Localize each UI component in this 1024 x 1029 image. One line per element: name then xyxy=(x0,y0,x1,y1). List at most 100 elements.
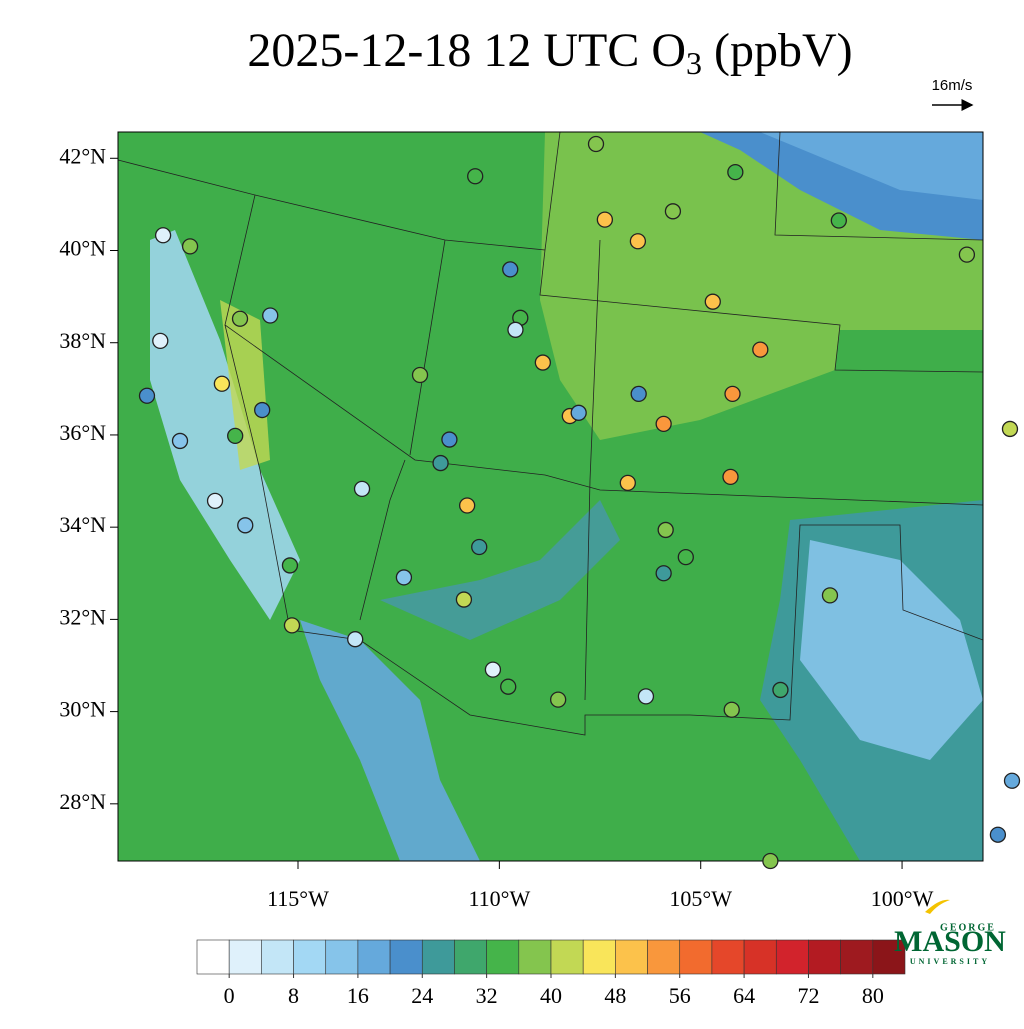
observation-site xyxy=(704,293,721,310)
colorbar-box xyxy=(261,939,294,975)
observation-site xyxy=(347,631,364,648)
observation-site xyxy=(500,678,517,695)
logo-text: UNIVERSITY xyxy=(910,957,990,966)
colorbar-box xyxy=(325,939,359,975)
colorbar-box xyxy=(486,939,520,975)
colorbar-label: 64 xyxy=(733,983,755,1008)
observation-site xyxy=(657,521,674,539)
observation-site xyxy=(772,681,789,699)
colorbar-box xyxy=(872,939,906,975)
reference-vector-label: 16m/s xyxy=(932,77,973,94)
observation-site xyxy=(227,427,244,445)
colorbar-box xyxy=(357,939,391,975)
observation-site xyxy=(619,474,636,492)
observation-site xyxy=(587,135,605,153)
observation-site xyxy=(471,538,488,556)
colorbar-box xyxy=(743,939,777,975)
observation-site xyxy=(502,261,519,278)
colorbar-label: 56 xyxy=(669,983,691,1008)
observation-site xyxy=(237,517,254,534)
colorbar-box xyxy=(679,939,713,975)
observation-site xyxy=(281,557,299,574)
observation-site xyxy=(570,404,587,421)
observation-site xyxy=(821,587,839,604)
title-text: (ppbV) xyxy=(702,24,853,77)
colorbar-box xyxy=(293,939,327,975)
colorbar-box xyxy=(775,939,809,975)
y-tick-label: 34°N xyxy=(59,512,106,537)
observation-site xyxy=(664,203,682,220)
observation-site xyxy=(395,569,413,586)
observation-site xyxy=(722,468,739,486)
observation-site xyxy=(484,661,502,678)
map-frame xyxy=(117,131,984,862)
colorbar-box xyxy=(389,939,423,975)
x-tick-label: 100°W xyxy=(871,886,934,911)
colorbar: 0 8 16 24 32 40 48 56 64 72 80 xyxy=(196,939,906,1008)
observation-site xyxy=(630,385,647,403)
gmu-logo: GEORGE MASON UNIVERSITY xyxy=(894,899,1006,966)
colorbar-box xyxy=(550,939,584,975)
colorbar-box xyxy=(518,939,552,975)
observation-site xyxy=(458,497,476,514)
observation-site xyxy=(411,366,429,384)
colorbar-box xyxy=(647,939,681,975)
colorbar-label: 16 xyxy=(347,983,369,1008)
x-tick-label: 115°W xyxy=(267,886,329,911)
observation-site xyxy=(206,492,224,510)
observation-site xyxy=(1003,772,1021,789)
observation-site xyxy=(455,591,473,608)
colorbar-box xyxy=(421,939,455,975)
colorbar-label: 32 xyxy=(476,983,498,1008)
observation-site xyxy=(432,454,449,472)
observation-site xyxy=(152,332,169,350)
observation-site xyxy=(467,168,484,185)
y-tick-label: 36°N xyxy=(59,420,106,445)
colorbar-box xyxy=(196,939,230,975)
observation-site xyxy=(958,246,976,263)
observation-site xyxy=(762,852,779,870)
colorbar-label: 40 xyxy=(540,983,562,1008)
y-tick-label: 40°N xyxy=(59,236,106,261)
observation-site xyxy=(154,227,172,244)
observation-site xyxy=(596,211,614,228)
x-tick-label: 105°W xyxy=(669,886,732,911)
colorbar-box xyxy=(615,939,648,975)
observation-site xyxy=(441,431,458,448)
title-text: 2025-12-18 12 UTC O xyxy=(247,24,686,77)
observation-site xyxy=(213,375,231,392)
observation-site xyxy=(724,385,741,403)
logo-text: GEORGE xyxy=(940,922,996,933)
colorbar-box xyxy=(454,939,487,975)
observation-site xyxy=(550,691,567,708)
x-tick-label: 110°W xyxy=(468,886,530,911)
title-subscript: 3 xyxy=(686,45,702,81)
colorbar-box xyxy=(840,939,874,975)
colorbar-label: 8 xyxy=(288,983,299,1008)
observation-site xyxy=(1001,420,1019,438)
observation-site xyxy=(655,415,672,433)
colorbar-label: 80 xyxy=(862,983,884,1008)
observation-site xyxy=(171,432,189,450)
observation-site xyxy=(262,307,279,324)
observation-site xyxy=(752,341,769,358)
colorbar-box xyxy=(228,939,262,975)
y-tick-label: 30°N xyxy=(59,697,106,722)
observation-site xyxy=(231,310,249,327)
colorbar-label: 48 xyxy=(604,983,626,1008)
observation-site xyxy=(989,826,1007,843)
observation-site xyxy=(507,321,524,338)
observation-site xyxy=(727,163,744,181)
observation-site xyxy=(830,212,847,229)
observation-site xyxy=(181,238,199,255)
y-tick-label: 32°N xyxy=(59,604,106,629)
y-tick-label: 38°N xyxy=(59,328,106,353)
observation-site xyxy=(723,701,740,718)
y-tick-label: 28°N xyxy=(59,789,106,814)
logo-text: MASON xyxy=(894,925,1006,958)
colorbar-label: 0 xyxy=(224,983,235,1008)
colorbar-box xyxy=(808,939,841,975)
observation-site xyxy=(283,617,301,634)
